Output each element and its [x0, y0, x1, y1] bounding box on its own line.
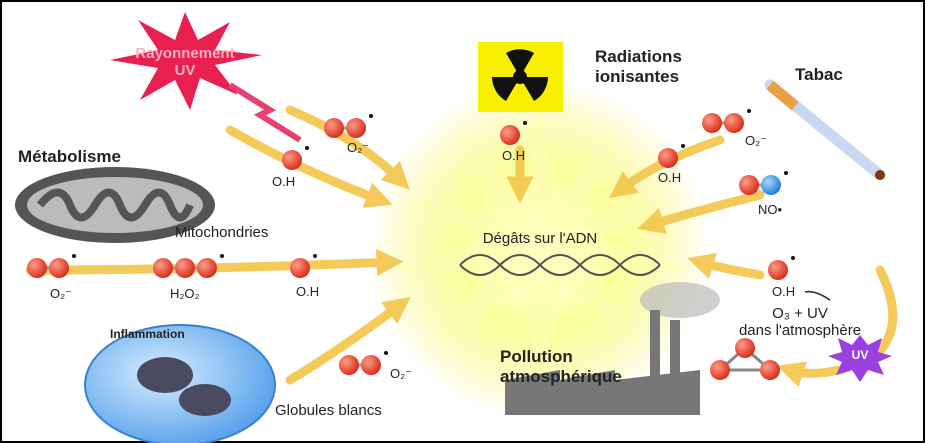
- factory-icon: [505, 282, 720, 415]
- molecule-label: O.H: [658, 170, 681, 185]
- atom: [290, 258, 310, 278]
- radical-dot: [784, 171, 788, 175]
- cigarette: [764, 79, 886, 181]
- molecule-label: O.H: [296, 284, 319, 299]
- atom: [282, 150, 302, 170]
- dna: [459, 254, 661, 276]
- molecule-label: O₂⁻: [50, 286, 72, 301]
- radical-dot: [384, 351, 388, 355]
- radical-dot: [791, 256, 795, 260]
- atom: [658, 148, 678, 168]
- atom: [324, 118, 344, 138]
- mitochondria-icon: [15, 167, 215, 243]
- ozone-label: O₃ + UV: [772, 305, 828, 322]
- atom: [500, 125, 520, 145]
- molecule-label: H₂O₂: [170, 286, 200, 301]
- radical-dot: [523, 121, 527, 125]
- cell-icon: [84, 324, 276, 443]
- atom: [153, 258, 173, 278]
- ozone-arrow: [804, 290, 831, 301]
- ozone-label: dans l'atmosphère: [739, 322, 861, 339]
- radical-dot: [305, 146, 309, 150]
- atom: [346, 118, 366, 138]
- ozone-molecule: [710, 338, 780, 380]
- uv-label: Rayonnement: [135, 45, 234, 62]
- radical-dot: [220, 254, 224, 258]
- uv-star: [110, 12, 302, 143]
- radical-dot: [313, 254, 317, 258]
- white-cells-label: Globules blancs: [275, 402, 382, 419]
- molecule-label: NO•: [758, 202, 783, 217]
- pollution-label: Pollution: [500, 347, 573, 366]
- atom: [739, 175, 759, 195]
- molecule-label: O.H: [272, 174, 295, 189]
- molecule-label: O.H: [502, 148, 525, 163]
- atom: [702, 113, 722, 133]
- pollution-label: atmosphérique: [500, 367, 622, 386]
- atom: [175, 258, 195, 278]
- uv-badge: [828, 335, 892, 382]
- atom: [49, 258, 69, 278]
- radical-dot: [369, 114, 373, 118]
- radiation-label: ionisantes: [595, 67, 679, 86]
- molecule-label: O₂⁻: [347, 140, 369, 155]
- atom: [761, 175, 781, 195]
- mitochondria-label: Mitochondries: [175, 224, 268, 241]
- molecule-label: O.H: [772, 284, 795, 299]
- molecule-label: O₂⁻: [390, 366, 412, 381]
- radical-dot: [681, 144, 685, 148]
- uv-label: UV: [175, 62, 196, 79]
- metabolism-label: Métabolisme: [18, 147, 121, 166]
- atom: [768, 260, 788, 280]
- uv-badge-label: UV: [852, 348, 869, 362]
- radical-dot: [747, 109, 751, 113]
- atom: [197, 258, 217, 278]
- atom: [724, 113, 744, 133]
- center-label: Dégâts sur l'ADN: [483, 230, 598, 247]
- radiation-label: Radiations: [595, 47, 682, 66]
- tobacco-label: Tabac: [795, 65, 843, 84]
- atom: [27, 258, 47, 278]
- radical-dot: [72, 254, 76, 258]
- inflammation-label: Inflammation: [110, 327, 185, 341]
- burst: [370, 80, 710, 420]
- atom: [361, 355, 381, 375]
- atom: [339, 355, 359, 375]
- molecule-label: O₂⁻: [745, 133, 767, 148]
- radiation-icon: [478, 42, 563, 112]
